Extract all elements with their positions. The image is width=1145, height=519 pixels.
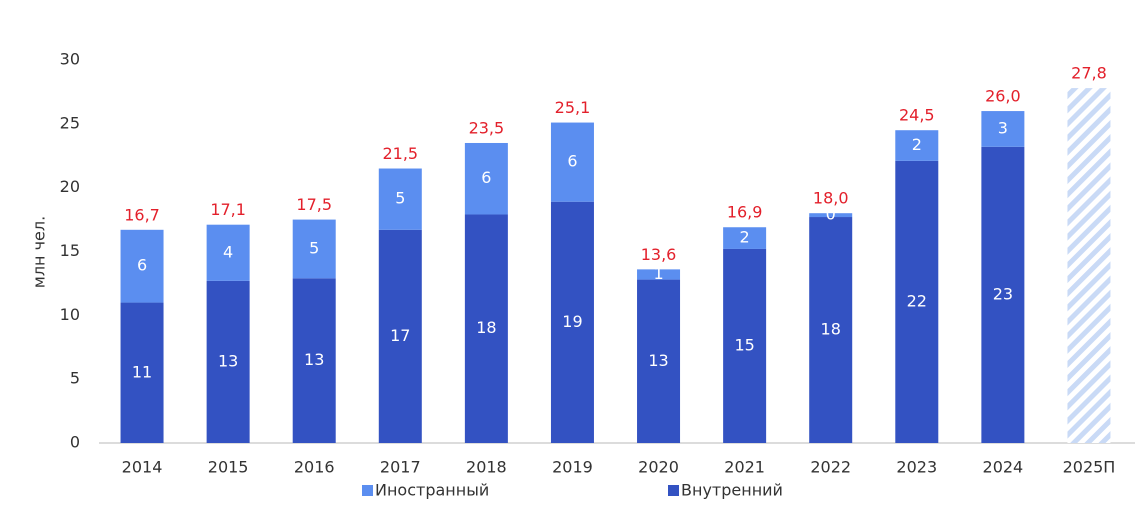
legend-label: Иностранный (375, 481, 489, 500)
bar-segment (723, 227, 767, 249)
y-axis-label: млн чел. (30, 216, 49, 288)
bar-value-label: 5 (395, 189, 405, 208)
x-tick-label: 2017 (380, 458, 421, 477)
bar-segment (981, 146, 1025, 443)
x-tick-label: 2014 (122, 458, 163, 477)
bar-value-label: 5 (309, 238, 319, 257)
bar-segment (464, 214, 508, 443)
bar-value-label: 0 (826, 205, 836, 224)
bar-value-label: 6 (481, 168, 491, 187)
bar-value-label: 22 (907, 291, 927, 310)
bar-value-label: 13 (304, 350, 324, 369)
bar-segment (550, 122, 594, 202)
bar-segment (637, 279, 681, 443)
bar-segment (464, 142, 508, 215)
bar-value-label: 6 (137, 256, 147, 275)
bar-value-label: 18 (476, 318, 496, 337)
y-tick-label: 20 (60, 177, 80, 196)
x-tick-label: 2024 (983, 458, 1024, 477)
bar-value-label: 19 (562, 312, 582, 331)
bar-segment (378, 168, 422, 230)
x-tick-label: 2018 (466, 458, 507, 477)
bar-value-label: 2 (740, 228, 750, 247)
bar-value-label: 1 (653, 264, 663, 283)
total-label: 23,5 (469, 118, 505, 137)
bar-segment (206, 280, 250, 443)
bar-segment (292, 278, 336, 443)
y-tick-label: 10 (60, 305, 80, 324)
bar-segment (637, 269, 681, 280)
y-tick-label: 15 (60, 241, 80, 260)
x-tick-label: 2022 (810, 458, 851, 477)
bar-segment (895, 160, 939, 443)
forecast-bar (1067, 88, 1111, 443)
x-tick-label: 2015 (208, 458, 249, 477)
x-tick-label: 2016 (294, 458, 335, 477)
bar-value-label: 17 (390, 326, 410, 345)
bar-segment (550, 201, 594, 443)
bar-segment (809, 213, 853, 218)
legend-swatch (362, 485, 373, 496)
bar-value-label: 18 (821, 320, 841, 339)
bar-value-label: 23 (993, 284, 1013, 303)
x-tick-label: 2020 (638, 458, 679, 477)
total-label: 18,0 (813, 189, 849, 208)
bar-segment (292, 219, 336, 279)
total-label: 26,0 (985, 87, 1021, 106)
y-tick-label: 0 (70, 433, 80, 452)
bar-segment (809, 217, 853, 443)
x-tick-label: 2019 (552, 458, 593, 477)
y-tick-label: 25 (60, 113, 80, 132)
total-label: 25,1 (555, 98, 591, 117)
total-label: 24,5 (899, 106, 935, 125)
bar-value-label: 13 (218, 351, 238, 370)
x-tick-label: 2025П (1063, 458, 1116, 477)
legend-swatch (668, 485, 679, 496)
bar-value-label: 4 (223, 242, 233, 261)
bar-segment (120, 302, 164, 443)
y-tick-label: 30 (60, 50, 80, 69)
total-label: 16,7 (124, 205, 160, 224)
x-tick-label: 2021 (724, 458, 765, 477)
total-label: 21,5 (382, 144, 418, 163)
bar-segment (120, 229, 164, 303)
total-label: 27,8 (1071, 64, 1107, 83)
bar-segment (206, 224, 250, 281)
bar-segment (981, 111, 1025, 147)
bar-value-label: 3 (998, 118, 1008, 137)
y-tick-label: 5 (70, 369, 80, 388)
legend-label: Внутренний (681, 481, 783, 500)
bar-value-label: 2 (912, 135, 922, 154)
bar-segment (723, 248, 767, 443)
bar-segment (378, 229, 422, 443)
bar-value-label: 15 (734, 335, 754, 354)
bar-value-label: 6 (567, 152, 577, 171)
total-label: 17,5 (296, 195, 332, 214)
bar-value-label: 13 (648, 351, 668, 370)
total-label: 13,6 (641, 245, 677, 264)
total-label: 17,1 (210, 200, 246, 219)
x-tick-label: 2023 (896, 458, 937, 477)
total-label: 16,9 (727, 203, 763, 222)
bar-value-label: 11 (132, 362, 152, 381)
bar-segment (895, 130, 939, 161)
